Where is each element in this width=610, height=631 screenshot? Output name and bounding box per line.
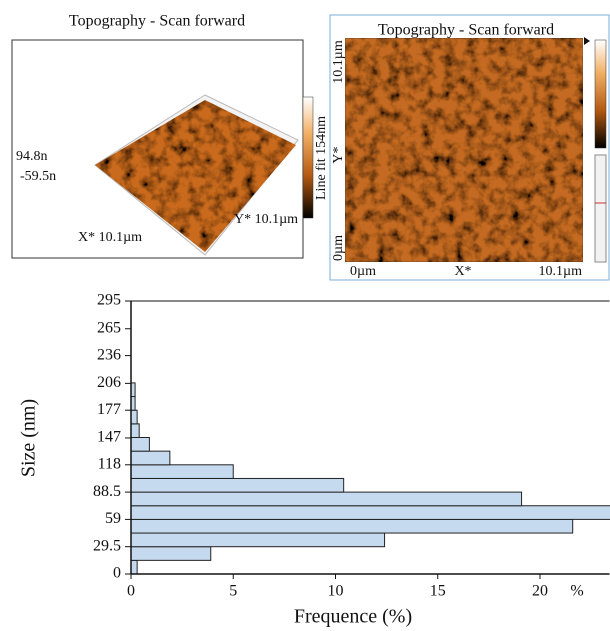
bar [131,410,137,424]
y-tick-label: 177 [97,401,121,418]
bar [131,533,385,547]
y-min: 0µm [331,235,346,261]
bar [131,492,522,506]
x-max: 10.1µm [539,264,583,279]
y-tick-label: 118 [98,455,121,472]
bar [131,451,170,465]
y-tick-label: 88.5 [93,483,121,500]
profile-box [595,155,606,262]
y-tick-label: 265 [97,319,121,336]
bar [131,438,149,452]
x-tick-label: 5 [229,583,237,600]
x-tick-label: 15 [430,583,446,600]
y-tick-label: 236 [97,346,121,363]
bar [131,519,573,533]
y-tick-label: 59 [105,510,121,527]
colorbar [595,40,606,148]
y-tick-label: 295 [97,292,121,309]
y-tick-label: 206 [97,374,121,391]
bars [131,383,610,574]
figure: Topography - Scan forward Line fit 154nm… [0,0,610,631]
x-tick-label: 10 [327,583,343,600]
y-label: Y* 10.1µm [234,212,298,227]
y-axis-title: Size (nm) [18,399,40,477]
y-max: 10.1µm [331,40,346,84]
colorbar [303,97,313,218]
x-tick-label: 0 [127,583,135,600]
bar [131,547,211,561]
bar [131,506,610,520]
x-tick-label: 20 [532,583,548,600]
y-axis: Y* [331,146,346,163]
colorbar-label: Line fit 154nm [314,116,329,200]
x-unit-label: % [570,583,583,600]
z-max: 94.8n [16,149,48,164]
topography-image [345,38,583,262]
x-axis: X* [454,264,471,279]
bar [131,560,137,574]
bar [131,424,139,438]
y-tick-label: 0 [113,565,121,582]
panel-title: Topography - Scan forward [378,22,554,39]
y-tick-label: 29.5 [93,537,121,554]
x-axis-title: Frequence (%) [294,606,412,628]
bar [131,465,233,479]
panel-title: Topography - Scan forward [69,13,245,30]
y-tick-label: 147 [97,429,121,446]
bar [131,478,344,492]
z-min: -59.5n [20,169,56,184]
x-label: X* 10.1µm [78,230,142,245]
x-min: 0µm [350,264,376,279]
